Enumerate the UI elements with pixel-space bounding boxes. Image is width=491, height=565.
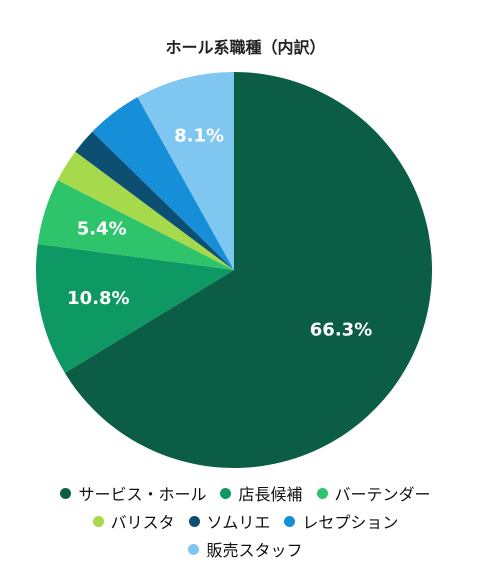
legend-row: サービス・ホール 店長候補 バーテンダー [0,481,491,505]
legend-marker [316,487,328,499]
legend-item: バーテンダー [316,481,431,505]
legend-label: 店長候補 [238,485,303,504]
legend-item: 店長候補 [220,481,303,505]
legend-row: バリスタ ソムリエ レセプション [0,509,491,533]
legend-row: 販売スタッフ [0,537,491,561]
legend-marker [284,515,296,527]
slice-label-2: 10.8% [67,288,129,309]
chart-title: ホール系職種（内訳） [165,38,326,57]
pie-slice-1 [64,72,433,469]
legend-item: ソムリエ [188,509,271,533]
legend-item: サービス・ホール [60,481,206,505]
legend-label: ソムリエ [206,513,271,532]
pie-slice-4 [57,151,235,270]
pie-slice-5 [75,131,234,270]
legend-marker [60,487,72,499]
legend-item: レセプション [284,509,398,533]
pie-chart: 66.3% 10.8% 5.4% 8.1% [35,72,433,469]
legend-item: 販売スタッフ [188,537,303,561]
legend-label: 販売スタッフ [206,541,303,560]
slice-label-1: 66.3% [310,320,372,341]
pie-slice-6 [92,97,235,271]
chart-legend: サービス・ホール 店長候補 バーテンダーバリスタ ソムリエ レセプション販売スタッフ [0,481,491,565]
slice-label-3: 5.4% [77,218,127,239]
pie-slice-7 [137,72,234,270]
legend-label: レセプション [302,513,399,532]
legend-label: バリスタ [110,513,175,532]
legend-marker [220,487,232,499]
legend-label: サービス・ホール [78,485,207,504]
legend-item: バリスタ [92,509,175,533]
legend-marker [188,515,200,527]
slice-label-7: 8.1% [174,125,224,146]
legend-label: バーテンダー [334,485,431,504]
legend-marker [92,515,104,527]
legend-marker [188,543,200,555]
pie-slice-3 [37,180,235,270]
pie-slice-2 [35,243,234,373]
